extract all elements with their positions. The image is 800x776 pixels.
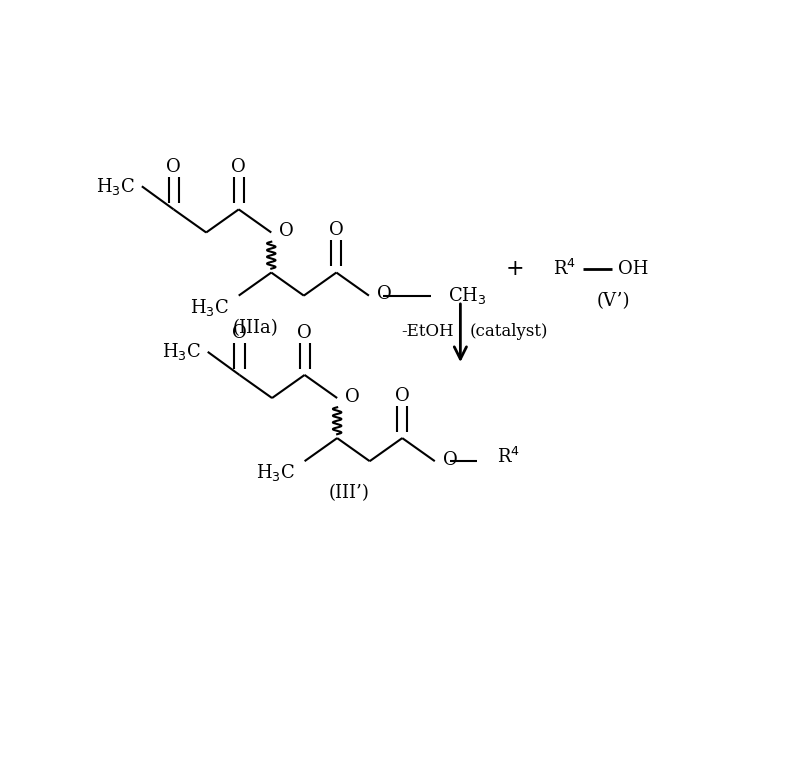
Text: R$^4$: R$^4$ <box>497 447 520 467</box>
Text: -EtOH: -EtOH <box>402 323 454 340</box>
Text: O: O <box>345 387 360 406</box>
Text: R$^4$: R$^4$ <box>554 258 576 279</box>
Text: (V’): (V’) <box>597 292 630 310</box>
Text: O: O <box>377 285 391 303</box>
Text: (III’): (III’) <box>328 484 370 503</box>
Text: O: O <box>231 158 246 176</box>
Text: H$_3$C: H$_3$C <box>190 296 230 317</box>
Text: O: O <box>298 324 312 341</box>
Text: O: O <box>166 158 181 176</box>
Text: H$_3$C: H$_3$C <box>256 462 295 483</box>
Text: OH: OH <box>618 260 648 278</box>
Text: O: O <box>232 324 247 341</box>
Text: CH$_3$: CH$_3$ <box>448 285 486 306</box>
Text: O: O <box>279 222 294 240</box>
Text: +: + <box>506 258 524 279</box>
Text: O: O <box>329 221 344 239</box>
Text: (catalyst): (catalyst) <box>470 323 548 340</box>
Text: H$_3$C: H$_3$C <box>162 341 201 362</box>
Text: O: O <box>442 451 458 469</box>
Text: O: O <box>395 386 410 405</box>
Text: H$_3$C: H$_3$C <box>96 176 135 197</box>
Text: (IIIa): (IIIa) <box>232 319 278 337</box>
